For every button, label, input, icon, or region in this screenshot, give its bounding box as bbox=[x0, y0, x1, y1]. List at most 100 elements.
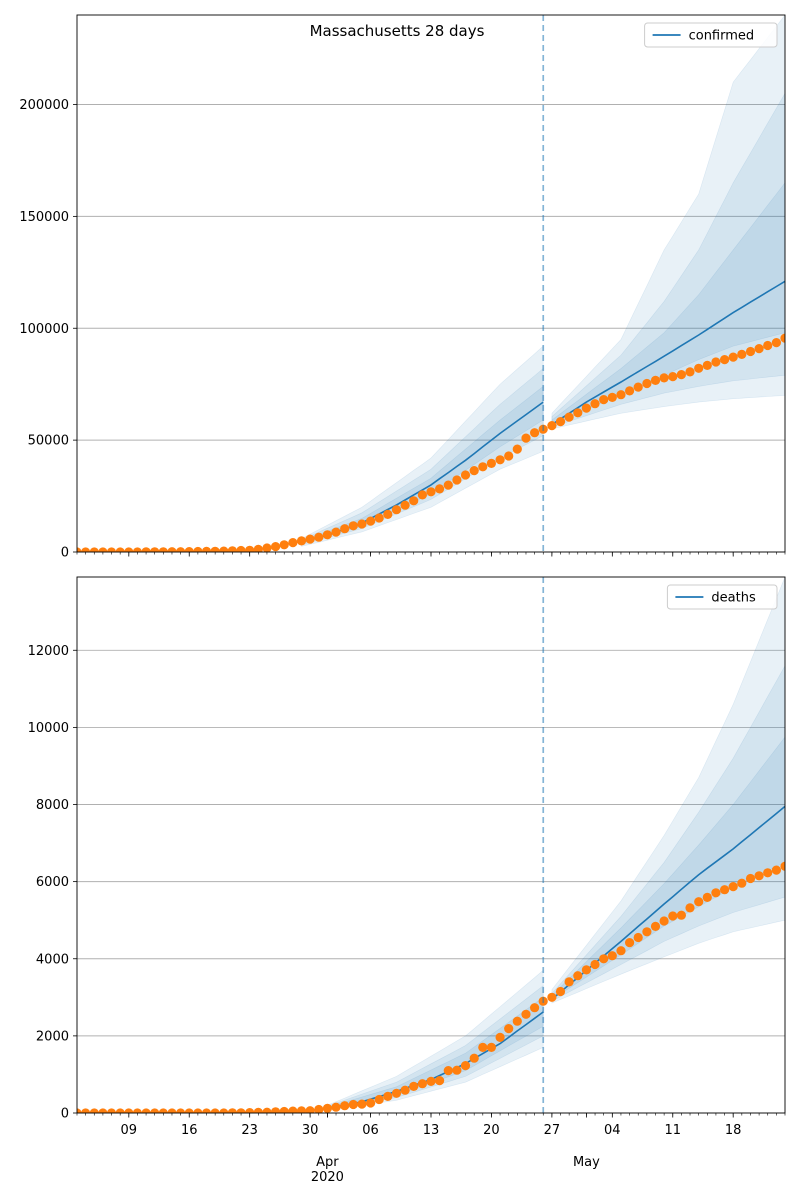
observed-point bbox=[348, 1099, 358, 1110]
observed-point bbox=[98, 1108, 108, 1113]
observed-point bbox=[106, 547, 117, 552]
x-tick-label: 09 bbox=[121, 1123, 138, 1138]
x-tick-label: 18 bbox=[725, 1123, 742, 1138]
observed-point bbox=[668, 911, 678, 921]
observed-point bbox=[89, 1108, 99, 1113]
observed-point bbox=[599, 395, 609, 405]
observed-point bbox=[426, 1076, 436, 1086]
observed-point bbox=[271, 1107, 281, 1113]
observed-point bbox=[720, 355, 730, 365]
observed-point bbox=[452, 1065, 462, 1075]
observed-point bbox=[227, 1108, 237, 1113]
deaths-panel: 0 2000 4000 6000 8000 10000 12000 09 16 23 30 06 13 2… bbox=[28, 576, 786, 1185]
observed-point bbox=[530, 428, 540, 438]
x-tick-label: 30 bbox=[302, 1123, 319, 1138]
observed-point bbox=[167, 547, 177, 552]
observed-point bbox=[668, 372, 678, 382]
observed-point bbox=[460, 1061, 471, 1071]
observed-point bbox=[616, 390, 626, 400]
plot-area bbox=[77, 15, 785, 552]
observed-point bbox=[754, 871, 764, 881]
y-tick-label: 50000 bbox=[28, 434, 69, 449]
observed-point bbox=[340, 524, 350, 534]
observed-point bbox=[150, 547, 160, 552]
observed-point bbox=[460, 470, 471, 480]
observed-point bbox=[728, 352, 738, 362]
figure-title: Massachusetts 28 days bbox=[310, 22, 485, 40]
observed-point bbox=[98, 547, 108, 552]
observed-point bbox=[642, 927, 652, 937]
observed-point bbox=[625, 938, 635, 948]
observed-point bbox=[262, 543, 272, 552]
observed-point bbox=[124, 1108, 134, 1113]
y-tick-label: 12000 bbox=[28, 644, 69, 659]
observed-point bbox=[581, 403, 592, 413]
observed-point bbox=[132, 1108, 142, 1113]
observed-point bbox=[357, 519, 367, 529]
observed-point bbox=[702, 360, 712, 370]
observed-point bbox=[521, 1009, 531, 1019]
observed-point bbox=[348, 521, 358, 531]
observed-point bbox=[296, 536, 307, 546]
observed-point bbox=[115, 547, 125, 552]
x-month-label: Apr bbox=[316, 1155, 339, 1170]
observed-point bbox=[253, 544, 263, 552]
observed-point bbox=[314, 532, 324, 542]
observed-point bbox=[271, 542, 281, 552]
observed-point bbox=[590, 959, 600, 970]
observed-point bbox=[452, 475, 462, 485]
observed-point bbox=[331, 527, 341, 537]
observed-point bbox=[383, 509, 393, 519]
observed-point bbox=[745, 873, 756, 884]
observed-point bbox=[374, 513, 384, 523]
observed-point bbox=[478, 1042, 488, 1052]
legend-label: confirmed bbox=[689, 29, 755, 44]
observed-point bbox=[400, 1085, 410, 1095]
observed-point bbox=[366, 516, 376, 526]
credible-band bbox=[301, 345, 544, 547]
y-tick-label: 4000 bbox=[36, 952, 69, 967]
observed-point bbox=[245, 1108, 255, 1113]
observed-point bbox=[176, 1108, 186, 1113]
observed-point bbox=[262, 1107, 272, 1113]
observed-point bbox=[512, 444, 522, 454]
credible-band bbox=[551, 665, 785, 1002]
observed-point bbox=[150, 1108, 160, 1113]
observed-point bbox=[504, 1024, 514, 1034]
observed-point bbox=[253, 1107, 263, 1113]
y-tick-label: 0 bbox=[61, 546, 69, 561]
observed-point bbox=[176, 547, 186, 552]
observed-point bbox=[357, 1099, 367, 1109]
y-tick-label: 2000 bbox=[36, 1029, 69, 1044]
y-tick-label: 150000 bbox=[19, 210, 69, 225]
observed-point bbox=[400, 500, 410, 510]
observed-point bbox=[771, 338, 782, 348]
observed-point bbox=[633, 932, 643, 943]
observed-point bbox=[650, 375, 661, 385]
observed-point bbox=[331, 1102, 341, 1112]
observed-point bbox=[201, 546, 212, 552]
observed-point bbox=[521, 433, 531, 443]
x-tick-label: 06 bbox=[362, 1123, 379, 1138]
observed-point bbox=[478, 462, 488, 472]
y-tick-label: 100000 bbox=[19, 322, 69, 337]
observed-point bbox=[219, 1108, 229, 1113]
observed-point bbox=[573, 408, 583, 418]
x-tick-label: 27 bbox=[544, 1123, 561, 1138]
y-tick-label: 200000 bbox=[19, 98, 69, 113]
observed-point bbox=[676, 370, 687, 380]
observed-point bbox=[650, 921, 661, 932]
observed-point bbox=[426, 487, 436, 497]
observed-point bbox=[555, 986, 566, 997]
observed-point bbox=[132, 547, 142, 552]
observed-point bbox=[711, 357, 721, 367]
observed-point bbox=[659, 373, 669, 383]
y-tick-label: 6000 bbox=[36, 875, 69, 890]
observed-point bbox=[77, 1108, 82, 1113]
observed-point bbox=[581, 965, 592, 975]
observed-point bbox=[184, 547, 194, 552]
observed-point bbox=[443, 1066, 453, 1076]
observed-point bbox=[737, 349, 747, 359]
observed-point bbox=[366, 1098, 376, 1108]
